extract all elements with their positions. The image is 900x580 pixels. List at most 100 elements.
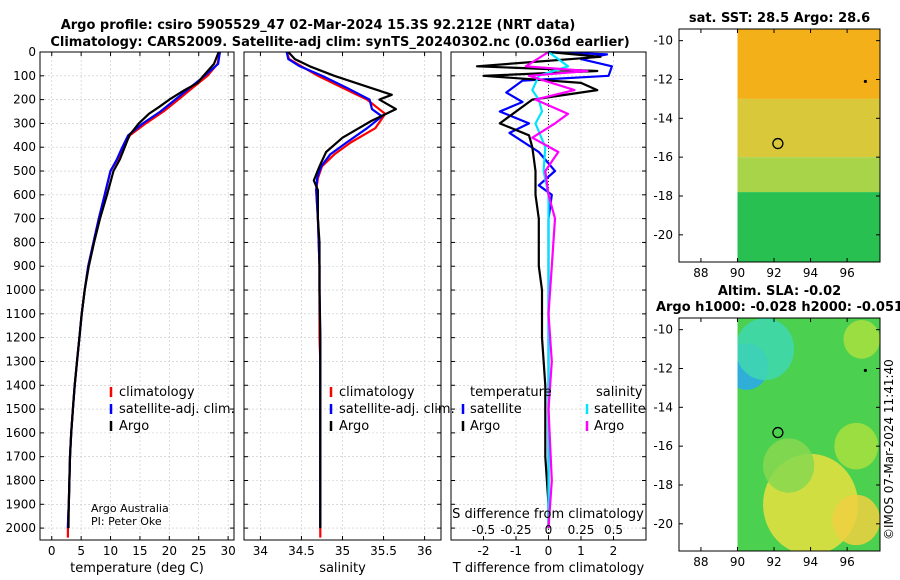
legend-label: satellite-adj. clim. bbox=[119, 402, 235, 417]
legend-header-temperature: temperature bbox=[470, 385, 552, 400]
y-tick-label: 1700 bbox=[5, 450, 36, 464]
s-tick-label: -0.5 bbox=[472, 523, 495, 537]
legend-label: climatology bbox=[119, 385, 195, 400]
lon-tick-label: 94 bbox=[803, 266, 818, 280]
lon-tick-label: 92 bbox=[766, 266, 781, 280]
y-tick-label: 1100 bbox=[5, 307, 36, 321]
x-tick-label: 34 bbox=[253, 544, 268, 558]
float-dot bbox=[863, 368, 867, 373]
y-tick-label: 1600 bbox=[5, 426, 36, 440]
y-tick-label: 700 bbox=[13, 212, 36, 226]
lat-tick-label: -18 bbox=[653, 478, 673, 492]
difference-panel: -2 -1 0 1 2 T difference from climatology temp… bbox=[450, 50, 647, 576]
y-tick-label: 600 bbox=[13, 188, 36, 202]
x-tick-label: 25 bbox=[191, 544, 206, 558]
float-dot bbox=[863, 79, 867, 84]
lon-tick-label: 90 bbox=[730, 555, 745, 569]
anomaly-blob bbox=[843, 319, 880, 359]
x-tick-label: 15 bbox=[132, 544, 147, 558]
lat-tick-label: -16 bbox=[653, 439, 673, 453]
series-argo bbox=[67, 51, 220, 529]
s-tick-label: 0.5 bbox=[604, 523, 623, 537]
y-tick-label: 500 bbox=[13, 164, 36, 178]
lat-tick-label: -10 bbox=[653, 34, 673, 48]
legend-label: satellite-adj. clim. bbox=[339, 402, 455, 417]
map-title: Altim. SLA: -0.02 bbox=[718, 284, 841, 299]
lat-tick-label: -12 bbox=[653, 72, 673, 86]
y-tick-label: 1000 bbox=[5, 283, 36, 297]
axes-frame bbox=[39, 51, 235, 541]
s-tick-label: 0.25 bbox=[568, 523, 595, 537]
lon-tick-label: 96 bbox=[839, 555, 854, 569]
anomaly-blob bbox=[737, 318, 795, 381]
lat-tick-label: -20 bbox=[653, 228, 673, 242]
y-tick-label: 400 bbox=[13, 140, 36, 154]
argo-location-marker bbox=[772, 137, 784, 150]
legend-label: Argo bbox=[339, 419, 369, 434]
y-tick-label: 300 bbox=[13, 116, 36, 130]
figure-title-line1: Argo profile: csiro 5905529_47 02-Mar-20… bbox=[61, 18, 576, 33]
x-tick-label: 0 bbox=[545, 544, 553, 558]
x-tick-label: 0 bbox=[48, 544, 56, 558]
series-salinity-argo bbox=[524, 51, 589, 529]
y-tick-label: 100 bbox=[13, 69, 36, 83]
x-tick-label: 35 bbox=[335, 544, 350, 558]
y-tick-label: 0 bbox=[28, 45, 36, 59]
x-tick-label: 10 bbox=[103, 544, 118, 558]
legend-label: satellite bbox=[470, 402, 522, 417]
x-axis-label-top: S difference from climatology bbox=[452, 507, 644, 522]
lat-tick-label: -14 bbox=[653, 400, 673, 414]
x-tick-label: -2 bbox=[478, 544, 490, 558]
series-salinity-satellite bbox=[531, 51, 570, 529]
legend-label: Argo bbox=[119, 419, 149, 434]
x-tick-label: 36 bbox=[417, 544, 432, 558]
legend-label: Argo bbox=[470, 419, 500, 434]
x-tick-label: 34.5 bbox=[288, 544, 315, 558]
series-climatology bbox=[66, 51, 221, 538]
argo-location-marker bbox=[772, 426, 784, 439]
credit-line1: Argo Australia bbox=[91, 502, 169, 515]
lon-tick-label: 94 bbox=[803, 555, 818, 569]
salinity-panel: 34 34.5 35 35.5 36 salinity climatology satelli… bbox=[243, 51, 455, 576]
series-temperature-satellite bbox=[498, 50, 614, 529]
x-tick-label: 30 bbox=[220, 544, 235, 558]
map-title: Argo h1000: -0.028 h2000: -0.051 bbox=[656, 300, 900, 315]
lat-tick-label: -18 bbox=[653, 189, 673, 203]
y-tick-label: 900 bbox=[13, 259, 36, 273]
map-field bbox=[737, 318, 880, 551]
lat-tick-label: -16 bbox=[653, 150, 673, 164]
sla-map-panel: 88 90 92 94 96 -10 -12 -14 -16 -18 -20 Altim. SLA: … bbox=[653, 284, 900, 569]
map-frame bbox=[678, 317, 881, 552]
lon-tick-label: 90 bbox=[730, 266, 745, 280]
lat-tick-label: -10 bbox=[653, 323, 673, 337]
temperature-panel: 0 5 10 15 20 25 300100200300400500600700800900… bbox=[5, 45, 235, 576]
y-tick-label: 1900 bbox=[5, 497, 36, 511]
map-field bbox=[737, 29, 880, 262]
y-tick-label: 2000 bbox=[5, 521, 36, 535]
series-argo bbox=[287, 51, 397, 529]
legend-label: climatology bbox=[339, 385, 415, 400]
color-band bbox=[737, 98, 880, 158]
y-tick-label: 1200 bbox=[5, 331, 36, 345]
anomaly-blob bbox=[763, 438, 815, 493]
x-axis-label: temperature (deg C) bbox=[70, 561, 204, 576]
sst-map-panel: 88 90 92 94 96 -10 -12 -14 -16 -18 -20 sat. SST: 28… bbox=[653, 11, 881, 280]
y-tick-label: 1300 bbox=[5, 354, 36, 368]
y-tick-label: 200 bbox=[13, 93, 36, 107]
y-tick-label: 1500 bbox=[5, 402, 36, 416]
s-tick-label: 0 bbox=[545, 523, 553, 537]
series-temperature-argo bbox=[475, 50, 602, 529]
figure-title-line2: Climatology: CARS2009. Satellite-adj cli… bbox=[50, 35, 629, 50]
x-tick-label: 2 bbox=[610, 544, 618, 558]
x-axis-label: T difference from climatology bbox=[452, 561, 645, 576]
color-band bbox=[737, 29, 880, 99]
lat-tick-label: -14 bbox=[653, 111, 673, 125]
legend-header-salinity: salinity bbox=[596, 385, 643, 400]
anomaly-blob bbox=[832, 494, 880, 546]
map-frame bbox=[678, 28, 881, 263]
lat-tick-label: -20 bbox=[653, 517, 673, 531]
credit-line2: PI: Peter Oke bbox=[91, 515, 162, 528]
lon-tick-label: 92 bbox=[766, 555, 781, 569]
lon-tick-label: 88 bbox=[693, 555, 708, 569]
